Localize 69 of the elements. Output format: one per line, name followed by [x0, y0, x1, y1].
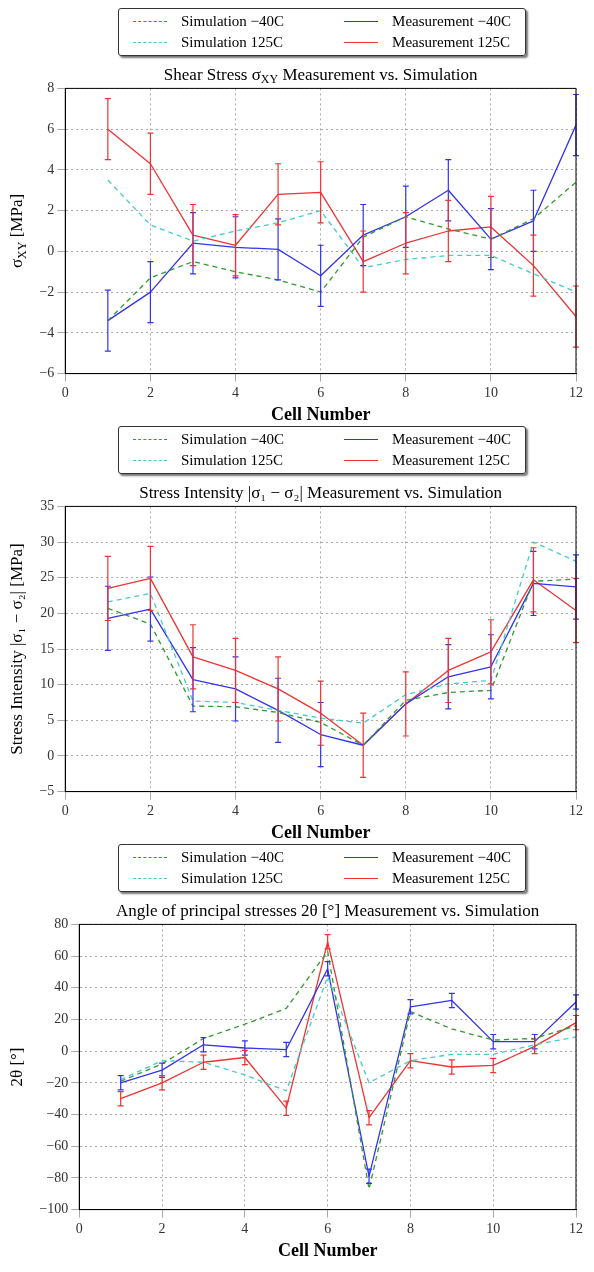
line-series: [107, 541, 576, 724]
legend-label: Measurement −40C: [392, 13, 511, 30]
y-tick-label: 0: [47, 747, 55, 763]
x-tick-label: 10: [486, 1220, 501, 1236]
y-tick-label: −80: [46, 1169, 69, 1185]
y-tick-label: 40: [54, 979, 69, 995]
x-tick-label: 2: [146, 384, 154, 400]
x-tick-label: 6: [317, 802, 325, 818]
x-tick-label: 8: [406, 1220, 414, 1236]
legend-label: Measurement 125C: [392, 452, 510, 469]
chart-title: Stress Intensity |σ₁ − σ₂| Measurement vs. Simulation: [139, 482, 503, 502]
y-tick-label: −40: [46, 1106, 69, 1122]
y-axis-title: Stress Intensity |σ₁ − σ₂| [MPa]: [7, 543, 27, 755]
y-tick-label: 25: [40, 569, 55, 585]
x-tick-label: 6: [324, 1220, 332, 1236]
y-tick-label: 5: [47, 711, 55, 727]
y-tick-label: 15: [40, 640, 55, 656]
x-tick-label: 2: [146, 802, 154, 818]
y-tick-label: −20: [46, 1074, 69, 1090]
y-tick-label: −6: [39, 365, 55, 381]
x-tick-label: 10: [483, 802, 498, 818]
x-tick-label: 2: [158, 1220, 166, 1236]
x-axis-title: Cell Number: [277, 1239, 378, 1260]
x-tick-label: 4: [232, 384, 240, 400]
y-tick-label: 20: [40, 605, 55, 621]
x-tick-label: 0: [75, 1220, 83, 1236]
chart-title: Angle of principal stresses 2θ [°] Measurement vs. Simulation: [115, 900, 540, 920]
y-tick-label: −2: [39, 283, 55, 299]
line-series: [120, 976, 576, 1092]
x-tick-label: 8: [402, 384, 410, 400]
legend-label: Simulation −40C: [181, 13, 285, 30]
legend-label: Simulation −40C: [181, 431, 285, 448]
legend-label: Simulation 125C: [181, 34, 284, 51]
x-tick-label: 4: [241, 1220, 249, 1236]
y-tick-label: 60: [54, 947, 69, 963]
y-tick-label: 30: [40, 533, 55, 549]
legend-label: Simulation −40C: [181, 849, 285, 866]
legend-label: Measurement −40C: [392, 849, 511, 866]
y-tick-label: 0: [61, 1042, 69, 1058]
x-tick-label: 6: [317, 384, 325, 400]
y-tick-label: 10: [40, 676, 55, 692]
x-tick-label: 8: [402, 802, 410, 818]
y-tick-label: 2: [47, 202, 55, 218]
y-tick-label: −60: [46, 1137, 69, 1153]
x-tick-label: 12: [569, 802, 583, 818]
y-axis-title: σXY [MPa]: [7, 193, 30, 269]
y-tick-label: 8: [47, 80, 55, 96]
legend-label: Measurement −40C: [392, 431, 511, 448]
legend-label: Simulation 125C: [181, 452, 284, 469]
y-tick-label: 80: [54, 916, 69, 932]
x-tick-label: 4: [232, 802, 240, 818]
legend-label: Measurement 125C: [392, 34, 510, 51]
x-axis-title: Cell Number: [270, 821, 371, 842]
line-series: [107, 181, 576, 322]
y-tick-label: 35: [40, 498, 55, 514]
y-tick-label: 20: [54, 1011, 69, 1027]
x-tick-label: 12: [569, 384, 583, 400]
legend-label: Simulation 125C: [181, 870, 284, 887]
x-tick-label: 10: [483, 384, 498, 400]
x-axis-title: Cell Number: [270, 403, 371, 424]
y-tick-label: 6: [47, 120, 55, 136]
y-axis-title: 2θ [°]: [7, 1047, 27, 1087]
y-tick-label: 0: [47, 243, 55, 259]
y-tick-label: −100: [39, 1201, 69, 1217]
y-tick-label: −4: [39, 324, 55, 340]
legend-label: Measurement 125C: [392, 870, 510, 887]
y-tick-label: 4: [47, 161, 55, 177]
y-tick-label: −5: [39, 783, 55, 799]
x-tick-label: 12: [569, 1220, 583, 1236]
